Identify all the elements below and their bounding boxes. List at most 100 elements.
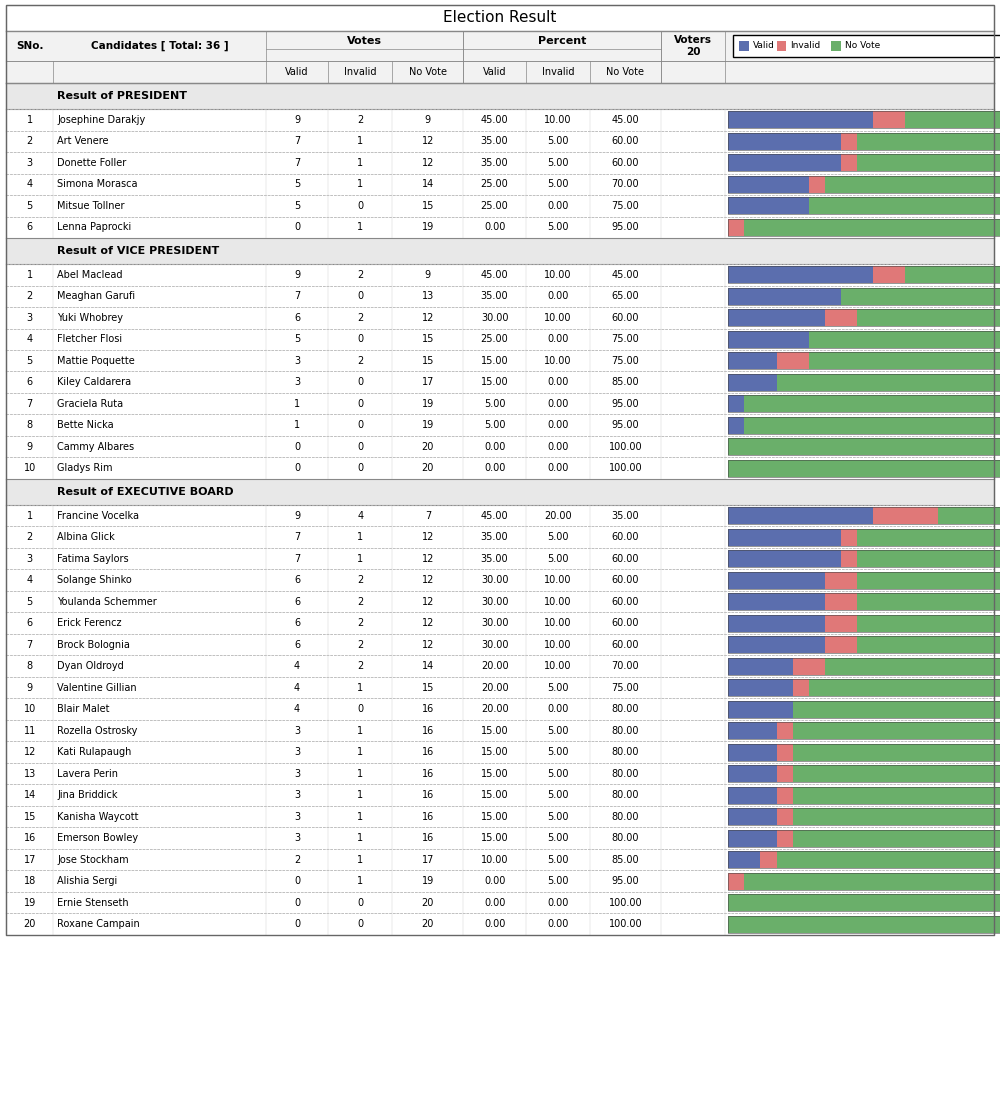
Text: Rozella Ostrosky: Rozella Ostrosky xyxy=(57,726,138,736)
Bar xyxy=(728,873,1000,890)
Text: 5.00: 5.00 xyxy=(547,812,569,822)
Text: 60.00: 60.00 xyxy=(612,576,639,586)
Text: 60.00: 60.00 xyxy=(612,554,639,564)
Text: 60.00: 60.00 xyxy=(612,158,639,168)
Bar xyxy=(728,460,1000,477)
Bar xyxy=(728,830,1000,846)
Text: 15.00: 15.00 xyxy=(481,812,508,822)
Text: 10.00: 10.00 xyxy=(544,115,572,125)
Text: 9: 9 xyxy=(294,270,300,280)
Bar xyxy=(873,507,938,525)
Text: 16: 16 xyxy=(422,833,434,843)
Text: 60.00: 60.00 xyxy=(612,640,639,650)
Text: 15.00: 15.00 xyxy=(481,377,508,387)
Bar xyxy=(728,133,841,150)
Bar xyxy=(6,720,994,741)
Text: 12: 12 xyxy=(24,747,36,757)
Text: SNo.: SNo. xyxy=(16,41,43,51)
Bar xyxy=(728,808,1000,825)
Text: 12: 12 xyxy=(422,619,434,629)
Text: 65.00: 65.00 xyxy=(612,292,639,302)
Bar xyxy=(728,417,1000,434)
Bar xyxy=(6,130,994,152)
Text: 1: 1 xyxy=(357,747,363,757)
Text: 2: 2 xyxy=(357,661,363,671)
Text: 15: 15 xyxy=(422,683,434,693)
Text: 17: 17 xyxy=(422,855,434,865)
Text: 0: 0 xyxy=(294,876,300,886)
Text: Kati Rulapaugh: Kati Rulapaugh xyxy=(57,747,132,757)
Bar xyxy=(728,352,777,369)
Text: 20.00: 20.00 xyxy=(481,683,508,693)
Bar xyxy=(6,591,994,612)
Bar xyxy=(728,744,777,761)
Text: 19: 19 xyxy=(422,420,434,430)
Bar xyxy=(841,287,1000,305)
Text: 5: 5 xyxy=(294,201,300,211)
Bar xyxy=(809,197,1000,214)
Bar xyxy=(825,593,857,610)
Bar xyxy=(728,528,841,546)
Text: 35.00: 35.00 xyxy=(481,554,508,564)
Text: Mitsue Tollner: Mitsue Tollner xyxy=(57,201,125,211)
Text: 3: 3 xyxy=(294,747,300,757)
Bar xyxy=(6,6,994,935)
Text: 0: 0 xyxy=(357,919,363,929)
Bar xyxy=(6,307,994,328)
Bar xyxy=(793,701,1000,718)
Text: 95.00: 95.00 xyxy=(612,420,639,430)
Text: Simona Morasca: Simona Morasca xyxy=(57,179,138,189)
Bar xyxy=(728,219,1000,235)
Bar xyxy=(728,309,1000,326)
Bar xyxy=(6,285,994,307)
Text: Abel Maclead: Abel Maclead xyxy=(57,270,123,280)
Text: 3: 3 xyxy=(294,726,300,736)
Text: Meaghan Garufi: Meaghan Garufi xyxy=(57,292,136,302)
Text: 35.00: 35.00 xyxy=(481,136,508,146)
Text: 5.00: 5.00 xyxy=(547,726,569,736)
Text: 16: 16 xyxy=(422,704,434,714)
Text: 10.00: 10.00 xyxy=(544,576,572,586)
Text: Cammy Albares: Cammy Albares xyxy=(57,442,135,452)
Text: 0.00: 0.00 xyxy=(547,420,568,430)
Text: Result of EXECUTIVE BOARD: Result of EXECUTIVE BOARD xyxy=(57,487,234,497)
Text: 0.00: 0.00 xyxy=(547,201,568,211)
Bar xyxy=(728,701,793,718)
Text: Jina Briddick: Jina Briddick xyxy=(57,790,118,800)
Bar xyxy=(6,785,994,806)
Text: Fatima Saylors: Fatima Saylors xyxy=(57,554,129,564)
Bar xyxy=(777,787,793,803)
Bar xyxy=(728,112,873,128)
Text: 0.00: 0.00 xyxy=(547,292,568,302)
Text: 2: 2 xyxy=(294,855,300,865)
Text: 5.00: 5.00 xyxy=(547,533,569,543)
Text: 5: 5 xyxy=(294,334,300,345)
Bar xyxy=(728,507,873,525)
Bar xyxy=(728,528,1000,546)
Text: 4: 4 xyxy=(294,683,300,693)
Text: 16: 16 xyxy=(24,833,36,843)
Text: 75.00: 75.00 xyxy=(612,356,639,366)
Bar xyxy=(857,614,1000,632)
Bar xyxy=(825,614,857,632)
Text: Josephine Darakjy: Josephine Darakjy xyxy=(57,115,146,125)
Text: 4: 4 xyxy=(27,334,33,345)
Text: 0.00: 0.00 xyxy=(484,442,505,452)
Text: 95.00: 95.00 xyxy=(612,222,639,232)
Bar xyxy=(728,916,1000,933)
Text: 1: 1 xyxy=(357,136,363,146)
Text: Invalid: Invalid xyxy=(344,67,376,77)
Bar xyxy=(728,636,1000,653)
Bar xyxy=(6,849,994,871)
Text: 30.00: 30.00 xyxy=(481,576,508,586)
Bar xyxy=(728,417,744,434)
Bar xyxy=(728,593,1000,610)
Bar xyxy=(728,571,825,589)
Text: 5.00: 5.00 xyxy=(547,222,569,232)
Text: 5.00: 5.00 xyxy=(547,769,569,779)
Text: 85.00: 85.00 xyxy=(612,377,639,387)
Text: 45.00: 45.00 xyxy=(612,270,639,280)
Bar xyxy=(728,373,777,391)
Bar xyxy=(733,35,1000,56)
Bar xyxy=(6,548,994,569)
